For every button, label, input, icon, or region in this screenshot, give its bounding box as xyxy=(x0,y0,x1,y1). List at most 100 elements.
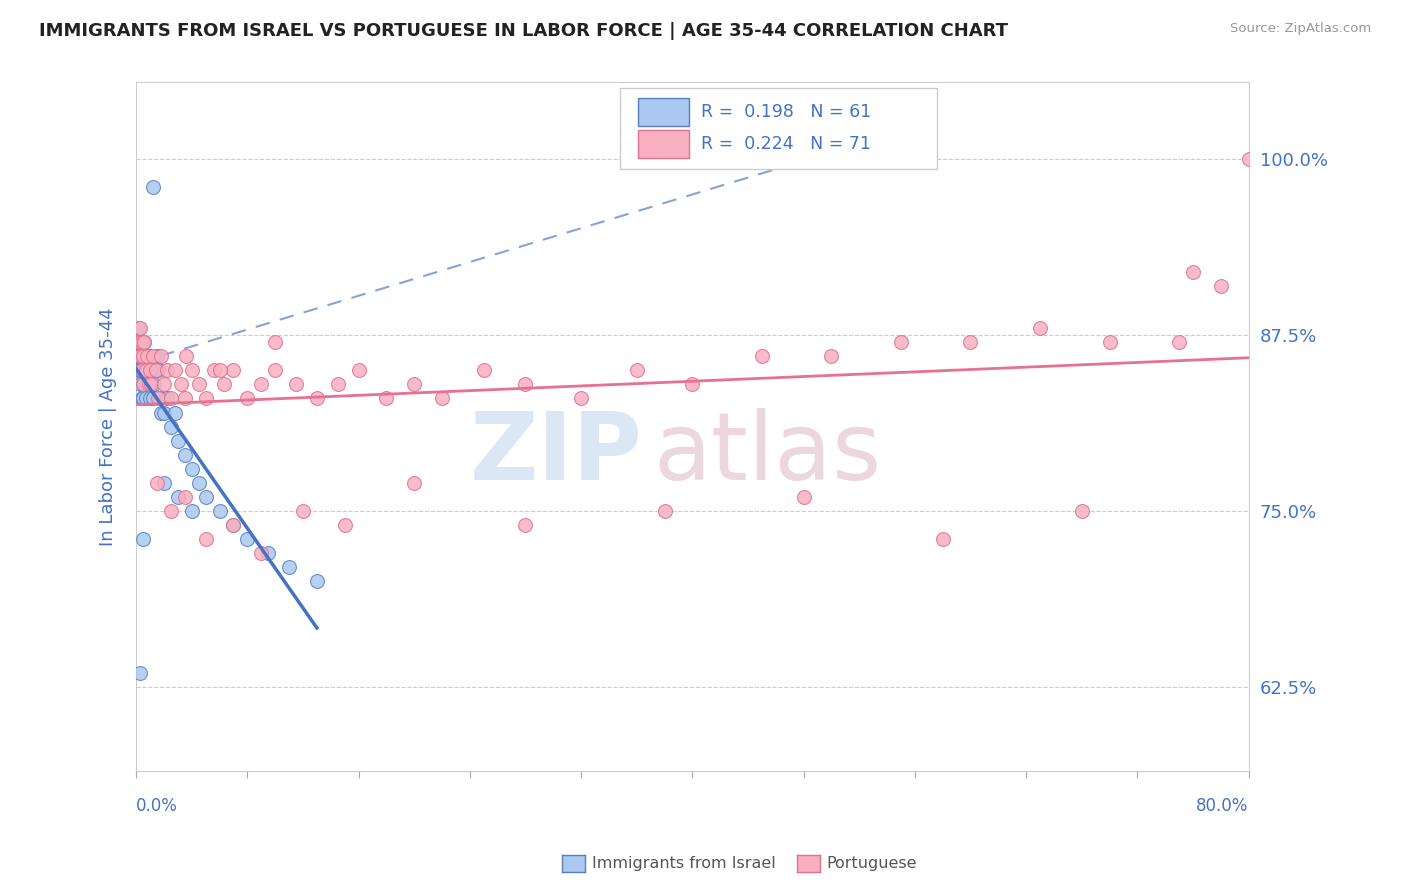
Point xyxy=(136,363,159,377)
Point xyxy=(208,363,231,377)
Point xyxy=(139,349,162,363)
Point xyxy=(129,335,152,350)
Point xyxy=(264,363,287,377)
Point xyxy=(128,335,150,350)
Point xyxy=(194,392,217,406)
Point xyxy=(250,377,273,392)
Point xyxy=(931,532,953,546)
Point xyxy=(135,363,157,377)
Text: IMMIGRANTS FROM ISRAEL VS PORTUGUESE IN LABOR FORCE | AGE 35-44 CORRELATION CHAR: IMMIGRANTS FROM ISRAEL VS PORTUGUESE IN … xyxy=(39,22,1008,40)
Point xyxy=(129,363,152,377)
Point xyxy=(180,462,202,476)
Point xyxy=(160,392,183,406)
Point xyxy=(131,363,153,377)
Point xyxy=(132,349,155,363)
Point xyxy=(132,532,155,546)
Point xyxy=(150,349,173,363)
Point xyxy=(145,363,167,377)
Point xyxy=(153,475,176,490)
Point xyxy=(149,392,172,406)
Point xyxy=(173,448,195,462)
Point xyxy=(375,392,398,406)
Point xyxy=(153,377,176,392)
Point xyxy=(404,377,426,392)
Point xyxy=(222,518,245,533)
Point xyxy=(187,475,209,490)
Point xyxy=(285,377,308,392)
Text: R =  0.224   N = 71: R = 0.224 N = 71 xyxy=(702,135,872,153)
Point xyxy=(194,532,217,546)
Point xyxy=(1168,335,1191,350)
Text: atlas: atlas xyxy=(654,409,882,500)
Point xyxy=(132,349,155,363)
Point xyxy=(129,349,152,363)
FancyBboxPatch shape xyxy=(638,98,689,126)
Point xyxy=(132,335,155,350)
Point xyxy=(142,349,165,363)
Point xyxy=(681,377,703,392)
Point xyxy=(305,392,328,406)
Point xyxy=(146,349,169,363)
Point xyxy=(131,335,153,350)
Point xyxy=(250,546,273,560)
Point xyxy=(134,349,156,363)
Point xyxy=(131,392,153,406)
Point xyxy=(138,363,160,377)
FancyBboxPatch shape xyxy=(620,88,938,169)
Point xyxy=(134,335,156,350)
Text: 0.0%: 0.0% xyxy=(136,797,179,814)
Point xyxy=(134,335,156,350)
Text: Immigrants from Israel: Immigrants from Israel xyxy=(592,856,776,871)
Point xyxy=(128,363,150,377)
Point xyxy=(305,574,328,589)
Point xyxy=(142,180,165,194)
Text: Portuguese: Portuguese xyxy=(827,856,917,871)
Point xyxy=(156,392,179,406)
Point xyxy=(131,349,153,363)
Point xyxy=(141,363,163,377)
Point xyxy=(173,490,195,504)
Point xyxy=(132,377,155,392)
Point xyxy=(132,377,155,392)
Point xyxy=(160,419,183,434)
Point xyxy=(165,405,187,419)
Point xyxy=(136,377,159,392)
Point xyxy=(208,504,231,518)
Point xyxy=(820,349,842,363)
Point xyxy=(132,392,155,406)
Point xyxy=(129,349,152,363)
Point xyxy=(135,363,157,377)
Point xyxy=(165,363,187,377)
Point xyxy=(127,349,149,363)
Point xyxy=(145,363,167,377)
Point xyxy=(257,546,280,560)
Point xyxy=(326,377,349,392)
Point xyxy=(148,363,170,377)
Point xyxy=(160,504,183,518)
Point xyxy=(1029,321,1052,335)
Point xyxy=(166,434,188,448)
Point xyxy=(150,405,173,419)
Point xyxy=(142,392,165,406)
Point xyxy=(132,363,155,377)
Point xyxy=(430,392,453,406)
Point xyxy=(278,560,301,574)
Point xyxy=(515,377,537,392)
Point xyxy=(1209,279,1232,293)
Point xyxy=(134,377,156,392)
Point xyxy=(751,349,773,363)
Point xyxy=(129,377,152,392)
Point xyxy=(404,475,426,490)
Point xyxy=(174,349,197,363)
Point xyxy=(134,363,156,377)
Point xyxy=(136,349,159,363)
Point xyxy=(129,321,152,335)
Y-axis label: In Labor Force | Age 35-44: In Labor Force | Age 35-44 xyxy=(100,308,117,546)
Point xyxy=(180,363,202,377)
Point xyxy=(202,363,225,377)
Point xyxy=(141,377,163,392)
Text: 80.0%: 80.0% xyxy=(1197,797,1249,814)
Point xyxy=(626,363,648,377)
Point xyxy=(194,490,217,504)
Point xyxy=(236,392,259,406)
